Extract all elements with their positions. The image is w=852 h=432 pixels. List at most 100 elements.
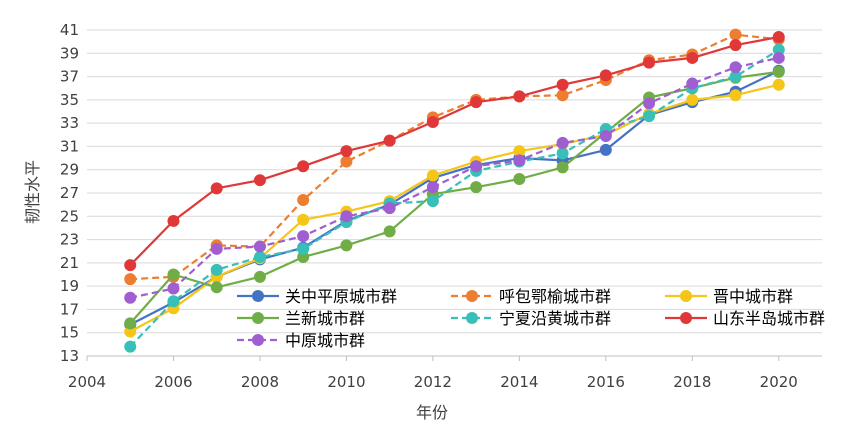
series-4: [124, 65, 785, 330]
legend-marker: [252, 334, 264, 346]
data-point: [556, 136, 569, 149]
legend-marker: [466, 290, 478, 302]
legend-marker: [252, 290, 264, 302]
x-tick-label: 2004: [68, 373, 106, 391]
data-point: [426, 181, 439, 194]
data-point: [253, 270, 266, 283]
legend-label: 晋中城市群: [713, 287, 793, 306]
data-point: [167, 214, 180, 227]
data-point: [556, 161, 569, 174]
legend-marker: [680, 290, 692, 302]
series-2: [124, 28, 785, 286]
data-point: [426, 195, 439, 208]
y-tick-label: 37: [60, 68, 79, 86]
legend-entry: 晋中城市群: [665, 287, 793, 306]
legend-entry: 宁夏沿黄城市群: [451, 309, 611, 328]
data-point: [643, 110, 656, 123]
data-point: [686, 93, 699, 106]
data-point: [599, 143, 612, 156]
data-point: [686, 51, 699, 64]
data-point: [729, 70, 742, 83]
data-point: [124, 273, 137, 286]
legend-entry: 兰新城市群: [237, 309, 365, 328]
data-point: [556, 89, 569, 102]
data-point: [643, 56, 656, 69]
data-point: [686, 77, 699, 90]
y-tick-label: 21: [60, 254, 79, 272]
y-tick-label: 19: [60, 277, 79, 295]
y-tick-label: 39: [60, 44, 79, 62]
data-point: [167, 268, 180, 281]
series-line: [129, 56, 780, 299]
data-point: [513, 90, 526, 103]
data-point: [297, 160, 310, 173]
series-line: [129, 83, 780, 333]
data-point: [643, 97, 656, 110]
data-point: [470, 96, 483, 109]
legend-marker: [252, 312, 264, 324]
data-point: [383, 134, 396, 147]
x-tick-label: 2020: [760, 373, 798, 391]
data-point: [470, 160, 483, 173]
data-point: [426, 115, 439, 128]
axes: 13 15 17 19 21 23 25 27 29 31 33 35 37 39 41 2004 2006 20…: [60, 21, 822, 391]
x-tick-label: 2006: [154, 373, 192, 391]
y-tick-label: 17: [60, 300, 79, 318]
x-tick-label: 2012: [414, 373, 452, 391]
data-point: [210, 263, 223, 276]
y-axis-title: 韧性水平: [23, 160, 42, 224]
legend-label: 宁夏沿黄城市群: [499, 309, 611, 328]
legend-entry: 中原城市群: [237, 331, 365, 350]
x-tick-label: 2018: [673, 373, 711, 391]
data-point: [124, 259, 137, 272]
y-tick-label: 33: [60, 114, 79, 132]
data-point: [297, 230, 310, 243]
data-point: [210, 281, 223, 294]
data-point: [297, 213, 310, 226]
data-point: [426, 169, 439, 182]
y-tick-label: 13: [60, 347, 79, 365]
legend-marker: [680, 312, 692, 324]
y-tick-label: 25: [60, 207, 79, 225]
data-point: [772, 30, 785, 43]
legend-marker: [466, 312, 478, 324]
data-point: [513, 173, 526, 186]
legend-entry: 关中平原城市群: [237, 287, 397, 306]
data-point: [124, 340, 137, 353]
data-point: [556, 147, 569, 160]
data-point: [383, 225, 396, 238]
legend-entry: 呼包鄂榆城市群: [451, 287, 611, 306]
data-point: [253, 240, 266, 253]
series-line: [129, 70, 779, 325]
legend-label: 兰新城市群: [285, 309, 365, 328]
y-tick-label: 31: [60, 137, 79, 155]
y-tick-label: 15: [60, 324, 79, 342]
data-point: [340, 145, 353, 158]
data-point: [729, 89, 742, 102]
data-point: [124, 291, 137, 304]
data-point: [253, 174, 266, 187]
x-tick-label: 2014: [500, 373, 538, 391]
data-point: [340, 155, 353, 168]
x-tick-label: 2016: [587, 373, 625, 391]
legend-entry: 山东半岛城市群: [665, 309, 825, 328]
data-point: [297, 193, 310, 206]
data-point: [253, 251, 266, 264]
data-point: [599, 129, 612, 142]
data-point: [210, 182, 223, 195]
series-line: [130, 33, 779, 281]
data-point: [297, 242, 310, 255]
data-point: [124, 317, 137, 330]
data-point: [513, 154, 526, 167]
y-tick-label: 35: [60, 91, 79, 109]
data-point: [167, 282, 180, 295]
data-point: [340, 239, 353, 252]
data-point: [556, 78, 569, 91]
data-point: [210, 242, 223, 255]
legend-label: 中原城市群: [285, 331, 365, 350]
data-point: [383, 202, 396, 215]
series-line: [129, 48, 780, 348]
y-tick-label: 23: [60, 231, 79, 249]
